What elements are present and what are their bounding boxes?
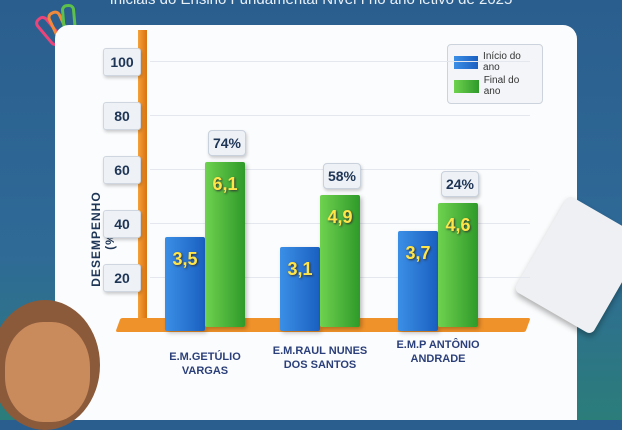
category-label-line: DOS SANTOS [283,359,357,371]
bar-inicio: 3,7 [398,231,438,331]
data-label: 6,1 [212,174,238,195]
legend-item-inicio: Início do ano [454,51,536,73]
y-tick-label: 80 [103,102,141,130]
y-tick-label: 20 [103,264,141,292]
y-tick-label: 60 [103,156,141,184]
growth-badge: 74% [208,130,246,157]
legend: Início do ano Final do ano [447,44,543,104]
data-label: 4,6 [445,214,471,235]
bar-final: 4,9 [320,194,360,327]
data-label: 3,7 [405,243,431,264]
y-tick-label: 40 [103,210,141,238]
growth-badge: 24% [441,170,479,197]
category-label: E.M.RAUL NUNES DOS SANTOS [260,344,380,372]
data-label: 4,9 [327,206,353,227]
category-label-line: ANDRADE [410,353,466,365]
data-label: 3,5 [172,248,198,269]
legend-swatch [454,79,479,93]
category-label: E.M.P ANTÔNIO ANDRADE [378,338,498,366]
bar-inicio: 3,5 [165,236,205,331]
y-axis [138,30,147,330]
category-label-line: E.M.RAUL NUNES [272,345,368,357]
gridline [150,115,530,116]
child-face-illustration [5,322,90,422]
growth-badge: 58% [323,162,361,189]
category-label-line: VARGAS [181,365,229,377]
category-label-line: E.M.GETÚLIO [169,351,241,363]
legend-item-final: Final do ano [454,75,536,97]
chart-title: Iniciais do Ensino Fundamental Nível I n… [0,0,622,8]
y-tick-label: 100 [103,48,141,76]
data-label: 3,1 [287,259,313,280]
bar-inicio: 3,1 [280,247,320,331]
bar-final: 4,6 [438,202,478,327]
legend-label: Final do ano [483,75,520,97]
gridline [150,61,530,62]
category-label: E.M.GETÚLIO VARGAS [145,350,265,378]
legend-swatch [454,55,479,69]
legend-label: Início do ano [483,51,521,73]
bar-final: 6,1 [205,162,245,327]
category-label-line: E.M.P ANTÔNIO [396,339,480,351]
